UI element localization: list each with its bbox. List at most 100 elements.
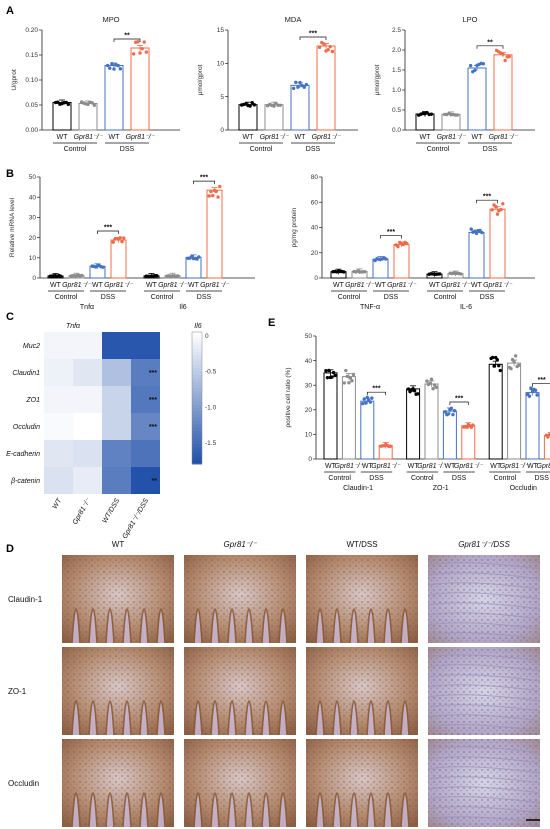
- data-point: [465, 425, 469, 429]
- crypt-structure: [315, 792, 325, 828]
- heatmap-cell: [131, 386, 160, 413]
- crypt-structure: [244, 608, 254, 644]
- category-label: WT: [362, 463, 374, 470]
- group-label: Control: [250, 146, 273, 153]
- data-point: [481, 62, 486, 66]
- tissue-fiber: [427, 756, 541, 764]
- crypt-structure: [122, 700, 132, 736]
- bar: [489, 208, 506, 279]
- lpo-chart: 0.0 0.5 1.0 1.5 2.0 2.5 μmol/gprot LPO WT Gpr81⁻/…: [374, 15, 535, 153]
- category-label: WT: [420, 134, 432, 141]
- tissue-fiber: [427, 816, 541, 824]
- y-tick-label: 0: [220, 127, 224, 134]
- significance-bracket: [299, 36, 327, 40]
- data-point: [294, 80, 298, 84]
- y-tick-label: 2.5: [392, 27, 401, 34]
- tissue-fiber: [427, 806, 541, 814]
- colorbar-segment: [192, 434, 202, 439]
- data-point: [361, 401, 365, 406]
- bar: [264, 104, 284, 131]
- tissue-fiber: [427, 674, 541, 682]
- colorbar-segment: [192, 450, 202, 455]
- data-point: [499, 207, 503, 212]
- crypt-structure: [156, 608, 166, 644]
- y-tick-label: 0: [314, 275, 318, 282]
- colorbar-segment: [192, 401, 202, 406]
- data-point: [112, 67, 116, 71]
- tissue-nuclei: [62, 739, 174, 827]
- category-label: Gpr81⁻/⁻: [441, 282, 471, 289]
- crypt-structure: [156, 700, 166, 736]
- heatmap-row-label: Claudin1: [12, 370, 40, 377]
- data-point: [302, 85, 306, 89]
- heatmap-cell: [131, 413, 160, 440]
- data-point: [473, 68, 477, 72]
- category-label: WT: [243, 134, 255, 141]
- data-point: [105, 63, 110, 68]
- data-point: [503, 58, 507, 63]
- heatmap-row-label: Occludin: [13, 424, 40, 431]
- significance-bracket: [476, 45, 504, 49]
- mda-chart: 0 5 10 15 μmol/gprot MDA WT Gpr81⁻/⁻ WT Gpr81⁻/⁻ C…: [197, 15, 358, 153]
- bar: [341, 376, 356, 460]
- heatmap-cell: [73, 467, 102, 494]
- colorbar-segment: [192, 431, 202, 435]
- data-point: [291, 86, 296, 91]
- heatmap-col-label: Gpr81⁻/⁻: [72, 496, 93, 526]
- significance-bracket: [380, 235, 402, 239]
- y-tick-label: 10: [217, 61, 225, 68]
- significance-label: ***: [200, 175, 208, 182]
- category-label: Gpr81⁻/⁻: [483, 282, 513, 289]
- data-point: [342, 270, 346, 274]
- colorbar-segment: [192, 444, 202, 448]
- category-label: Gpr81⁻/⁻: [335, 463, 365, 470]
- heatmap-cell: [44, 359, 73, 386]
- histology-column-label: Gpr81⁻/⁻: [224, 540, 258, 549]
- y-tick-label: 0: [308, 456, 312, 463]
- category-label: Gpr81⁻/⁻: [312, 134, 342, 141]
- data-point: [101, 265, 105, 269]
- histology-image: [184, 647, 296, 736]
- data-point: [209, 189, 213, 194]
- heatmap-col-label: WT: [52, 497, 64, 511]
- bar: [238, 104, 258, 131]
- crypt-structure: [139, 608, 149, 644]
- colorbar-segment: [192, 351, 202, 356]
- data-point: [406, 387, 411, 391]
- bar: [323, 372, 338, 460]
- panel-letter-c: C: [6, 311, 14, 323]
- crypt-structure: [193, 700, 203, 736]
- tissue-nuclei: [184, 739, 296, 827]
- category-label: WT: [188, 282, 200, 289]
- group-label: DSS: [369, 475, 384, 482]
- data-point: [118, 67, 123, 71]
- tissue-nuclei: [428, 555, 540, 643]
- y-tick-label: 0.20: [25, 27, 38, 34]
- data-point: [211, 193, 215, 198]
- subset-label: Il6: [179, 304, 187, 311]
- crypt-structure: [193, 608, 203, 644]
- significance-label: ***: [483, 194, 491, 201]
- tissue-fiber: [427, 612, 541, 620]
- category-label: Gpr81⁻/⁻: [537, 463, 550, 470]
- tissue-nuclei: [306, 739, 418, 827]
- significance-label: ***: [538, 377, 546, 384]
- data-point: [111, 240, 115, 244]
- bar: [316, 45, 336, 131]
- panel-letter-e: E: [268, 317, 275, 329]
- colorbar-segment: [192, 368, 202, 373]
- group-label: DSS: [483, 146, 498, 153]
- heatmap-cell: [44, 413, 73, 440]
- histology-image: [306, 555, 418, 644]
- bar: [467, 67, 487, 131]
- heatmap-cell: [44, 440, 73, 467]
- data-point: [429, 377, 434, 381]
- data-point: [351, 372, 356, 377]
- bar: [424, 383, 439, 460]
- tissue-nuclei: [62, 647, 174, 735]
- histology-image: [427, 555, 541, 643]
- data-point: [218, 184, 222, 189]
- data-point: [468, 63, 473, 68]
